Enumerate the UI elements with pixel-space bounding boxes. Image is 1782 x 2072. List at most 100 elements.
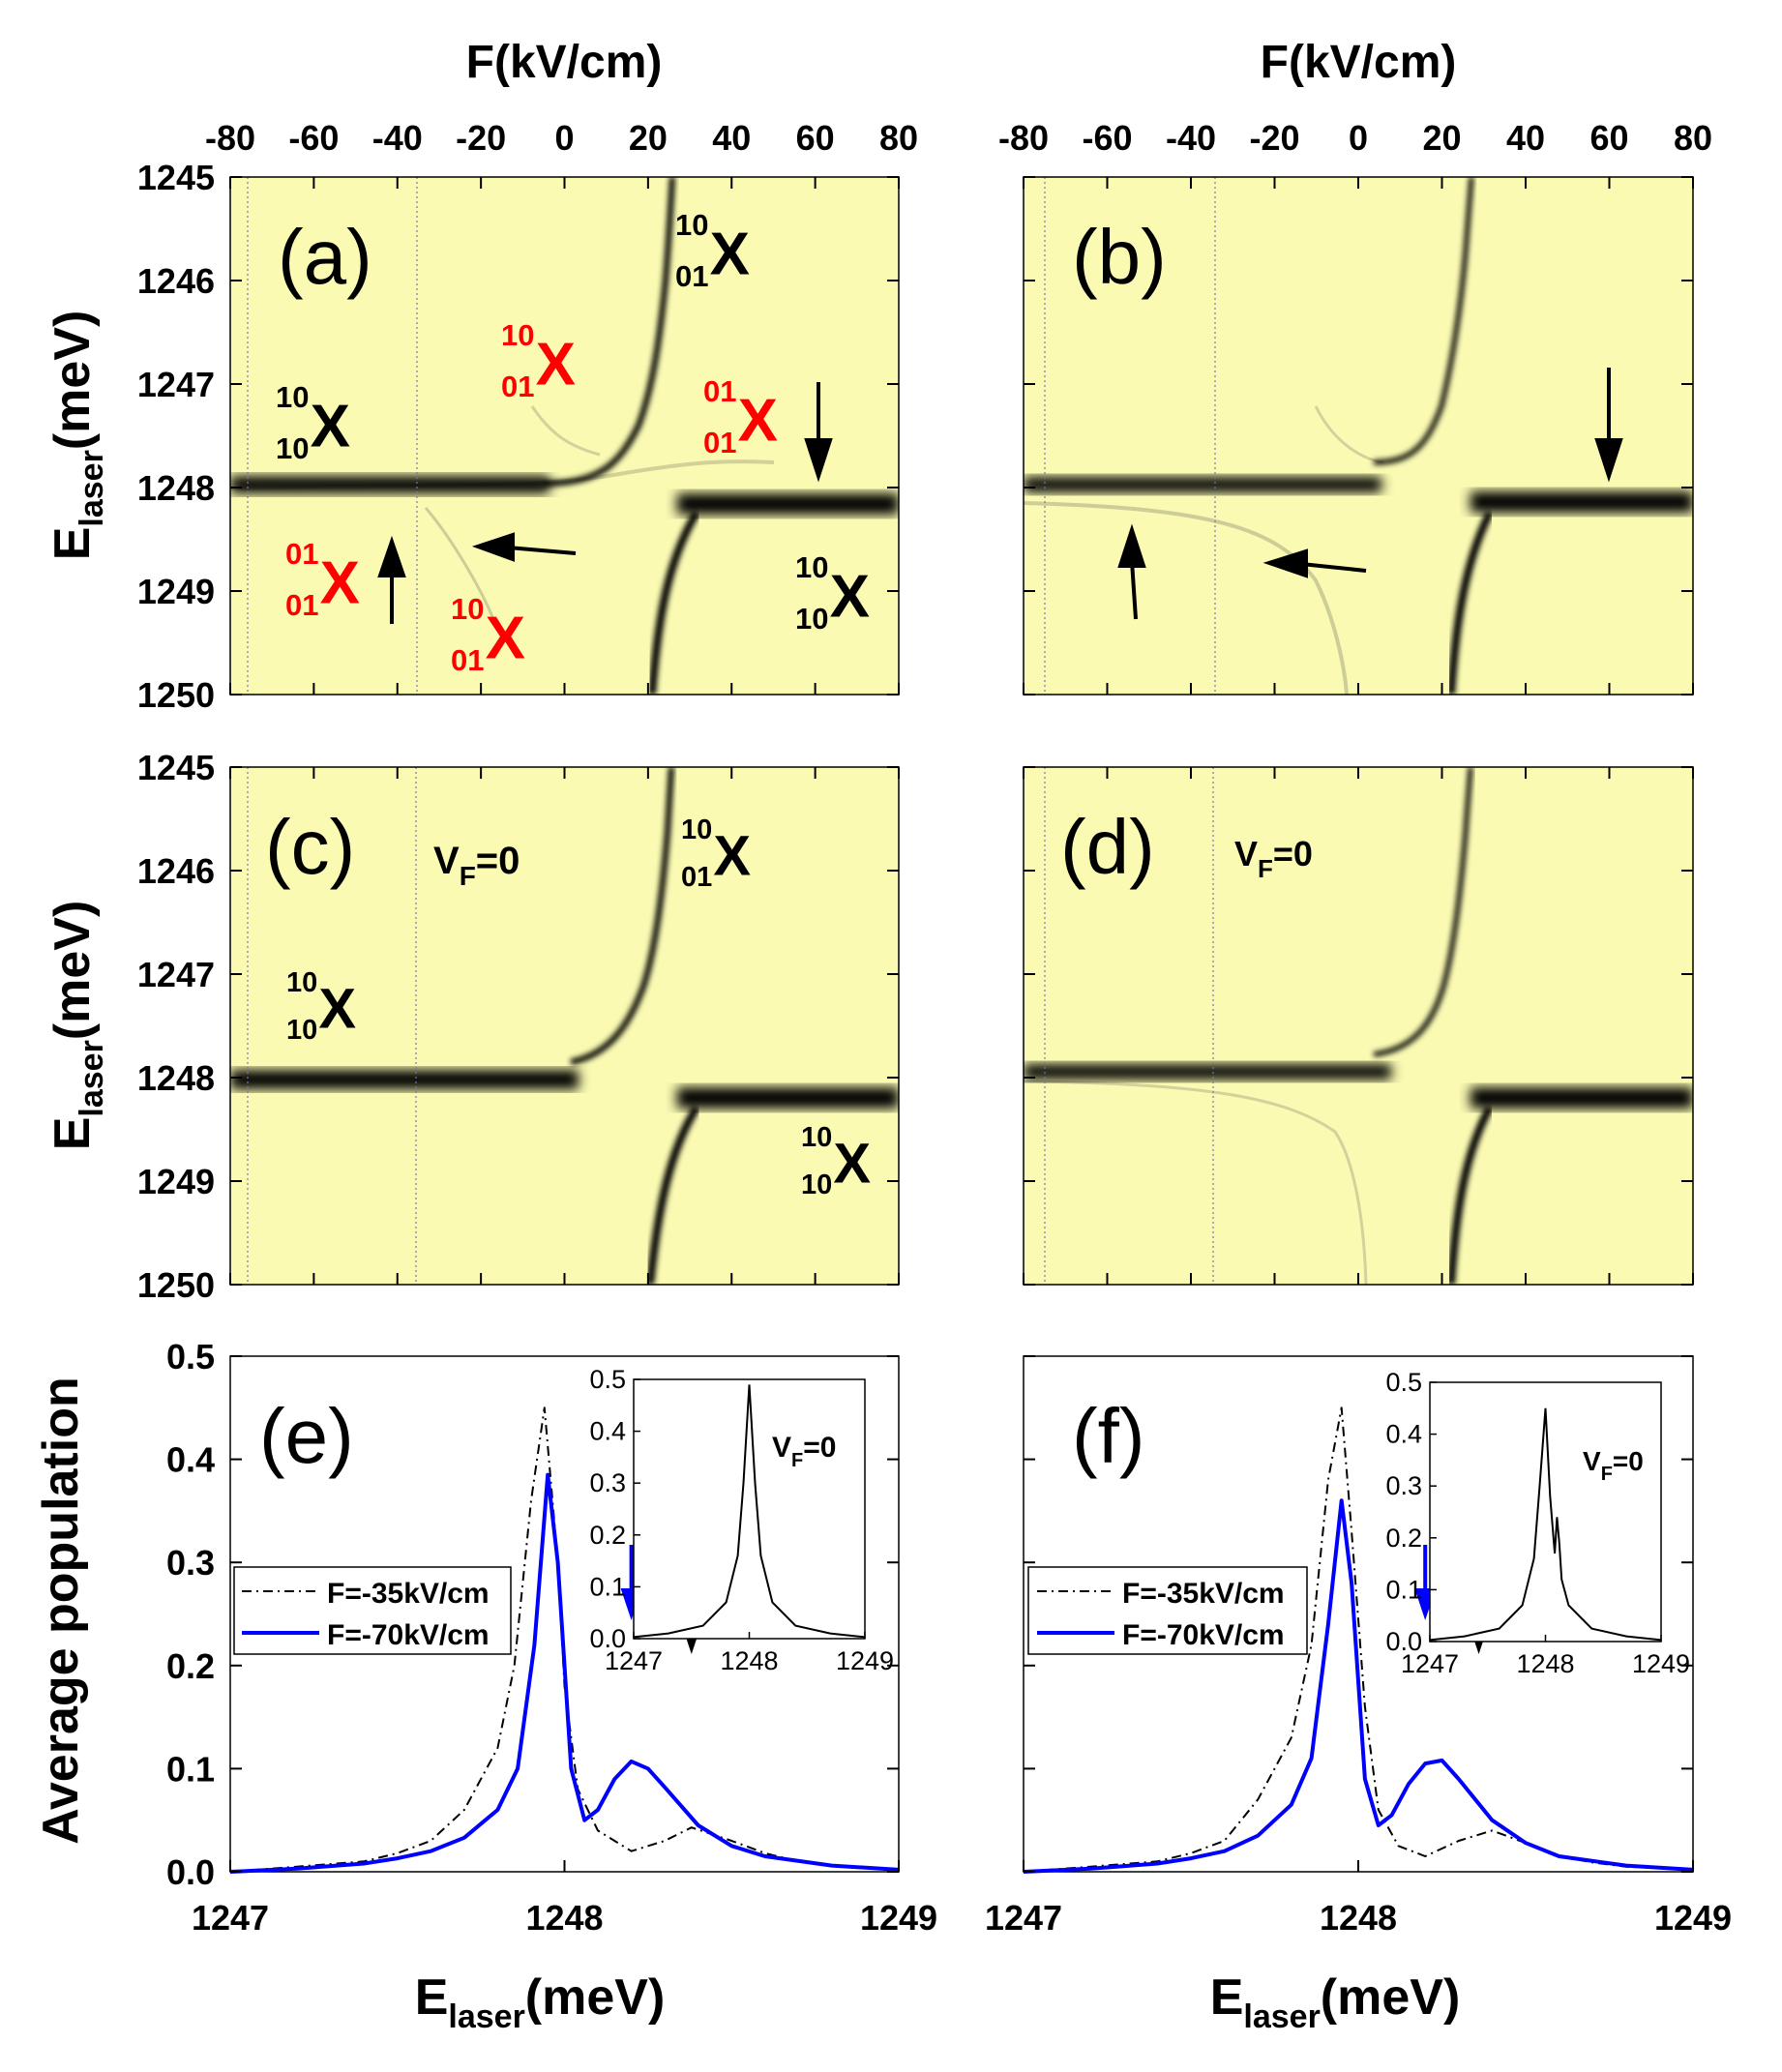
top-tick-left: 0 <box>554 118 574 158</box>
top-tick-left: 80 <box>879 118 918 158</box>
panel-f-series-2 <box>1023 1498 1694 1874</box>
map-ylabel-top: Elaser(meV) <box>45 311 110 561</box>
state-label-main: X <box>713 825 751 888</box>
top-tick-right: 60 <box>1589 118 1628 158</box>
population-y-tick: 0.3 <box>166 1543 215 1583</box>
map-ylabel-bottom: Elaser(meV) <box>45 901 110 1151</box>
state-label-sup: 01 <box>285 537 318 571</box>
state-label-sub: 10 <box>795 602 828 636</box>
population-xlabel-left: Elaser(meV) <box>415 1969 666 2035</box>
state-label-a: 01 01 X <box>285 537 360 622</box>
panel-b-arrow-left-head <box>1262 548 1308 578</box>
population-x-tick-right: 1248 <box>1320 1898 1397 1938</box>
panel-d-upper-branch <box>1373 767 1473 1057</box>
panel-f-legend-box <box>1027 1566 1308 1655</box>
state-label-sub: 01 <box>451 643 484 677</box>
panel-b: (b) <box>1023 176 1694 696</box>
panel-e-inset-plot: 0.0 0.1 0.2 0.3 0.4 0.5 1247 1248 1249 <box>589 1365 894 1675</box>
top-tick-left: -40 <box>372 118 423 158</box>
top-tick-left: 60 <box>796 118 835 158</box>
population-x-tick-left: 1249 <box>860 1898 937 1938</box>
panel-b-arrow-down-head <box>1594 438 1623 483</box>
map-y-tick-label: 1246 <box>137 261 215 301</box>
state-label-sup: 10 <box>286 967 317 998</box>
state-label-main: X <box>320 550 360 617</box>
population-ylabel: Average population <box>33 1376 89 1844</box>
population-x-tick-right: 1249 <box>1654 1898 1732 1938</box>
panel-f-inset-vf: VF=0 <box>1583 1446 1644 1485</box>
panel-a-faint-upper-arc <box>530 405 601 457</box>
state-label-main: X <box>738 388 778 455</box>
state-label-sub: 01 <box>681 862 712 893</box>
panel-e-inset-vf: VF=0 <box>772 1432 836 1471</box>
panel-f-inset-vf-main: V <box>1583 1446 1601 1476</box>
state-label-a: 10 01 X <box>451 592 525 677</box>
state-label-sup: 10 <box>501 318 534 352</box>
panel-f-inset-curve <box>1429 1407 1662 1642</box>
panel-b-upper-branch <box>1373 177 1474 465</box>
panel-e-legend-box <box>233 1566 512 1655</box>
panel-f-inset-x-tick: 1248 <box>1516 1649 1574 1678</box>
population-y-tick: 0.5 <box>166 1337 215 1376</box>
panel-e-inset-curve <box>633 1384 866 1639</box>
state-label-sub: 10 <box>276 431 309 465</box>
map-y-tick-label: 1245 <box>137 748 215 787</box>
population-x-tick-left: 1248 <box>525 1898 603 1938</box>
panel-e-inset-y-tick: 0.1 <box>589 1572 626 1601</box>
map-y-tick-label: 1249 <box>137 572 215 611</box>
panel-d-faint-arc <box>1024 1080 1368 1285</box>
panel-a-arrow-down-head <box>804 438 833 483</box>
state-label-main: X <box>710 222 750 288</box>
panel-f-inset-plot: 0.0 0.1 0.2 0.3 0.4 0.5 1247 1248 1249 <box>1385 1368 1690 1678</box>
panel-d-vf-sub: F <box>1258 854 1273 883</box>
top-tick-right: 0 <box>1349 118 1368 158</box>
panel-a-arrow-left <box>507 546 577 555</box>
panel-f-label: (f) <box>1072 1393 1145 1479</box>
panel-f-inset-y-tick: 0.4 <box>1385 1420 1422 1449</box>
population-xlabel-left-tail: (meV) <box>525 1969 665 2026</box>
panel-d-label: (d) <box>1060 804 1155 890</box>
state-label-c: 10 10 X <box>286 967 356 1046</box>
top-axis-title-right: F(kV/cm) <box>1261 37 1457 88</box>
panel-b-arrows <box>1117 368 1623 620</box>
panel-c-vf-sub: F <box>460 861 476 891</box>
panel-f-legend: F=-35kV/cm F=-70kV/cm <box>1027 1566 1308 1655</box>
panel-b-arrow-up-head <box>1117 523 1146 568</box>
panel-f-inset-vf-tail: =0 <box>1613 1446 1644 1476</box>
state-label-main: X <box>311 394 350 460</box>
panel-e-inset-x-tick: 1248 <box>720 1646 778 1675</box>
population-xlabel-right-sub: laser <box>1243 1998 1320 2035</box>
top-tick-left: -60 <box>288 118 339 158</box>
panel-f-legend-text-1: F=-35kV/cm <box>1122 1578 1285 1610</box>
panel-a-right-branch <box>677 493 899 515</box>
state-label-sup: 10 <box>675 208 708 242</box>
panel-e-legend-text-1: F=-35kV/cm <box>327 1578 490 1610</box>
panel-c-lower-branch <box>646 1105 700 1285</box>
panel-d-lower-branch <box>1447 1106 1494 1285</box>
panel-d-vf-annotation: VF=0 <box>1234 834 1313 883</box>
population-y-tick: 0.4 <box>166 1440 215 1480</box>
population-y-tick: 0.2 <box>166 1646 215 1686</box>
panel-a-arrow-up-head <box>377 535 406 577</box>
panel-e-series-2 <box>229 1472 900 1874</box>
state-label-sup: 10 <box>451 592 484 626</box>
top-axis-ticks-right: -80 -60 -40 -20 0 20 40 60 80 <box>998 118 1712 189</box>
panel-b-right-branch <box>1470 491 1693 513</box>
state-label-a: 10 10 X <box>276 380 350 465</box>
top-axis-title-left: F(kV/cm) <box>466 37 663 88</box>
map-y-tick-label: 1247 <box>137 955 215 994</box>
panel-f-inset-vf-sub: F <box>1601 1464 1613 1485</box>
panel-f-inset-y-tick: 0.0 <box>1385 1627 1422 1656</box>
top-tick-right: 40 <box>1506 118 1545 158</box>
panel-a-label: (a) <box>278 214 372 300</box>
top-tick-right: -40 <box>1166 118 1216 158</box>
panel-f-inset-x-tick: 1249 <box>1632 1649 1690 1678</box>
panel-e-inset-x-tick: 1249 <box>836 1646 894 1675</box>
population-y-tick: 0.0 <box>166 1852 215 1892</box>
top-tick-left: -80 <box>205 118 255 158</box>
panel-b-arrow-left <box>1300 562 1367 573</box>
map-ylabel-bottom-main: E <box>45 1117 101 1151</box>
panel-b-left-branch <box>1024 477 1381 492</box>
panel-d-background <box>1024 767 1693 1285</box>
